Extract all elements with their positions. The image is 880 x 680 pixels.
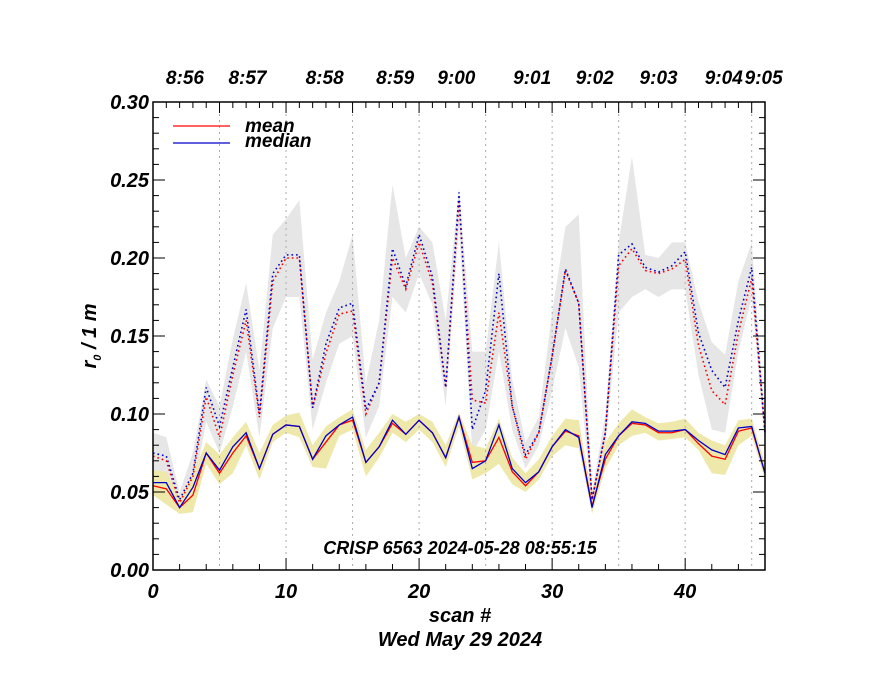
- top-tick-label: 9:04: [705, 68, 743, 89]
- top-tick-label: 8:58: [306, 68, 344, 89]
- legend-label-median: median: [245, 131, 312, 152]
- top-tick-label: 8:56: [166, 68, 204, 89]
- x-tick-label: 0: [147, 581, 158, 603]
- grid-lines: [219, 102, 753, 570]
- axis-ticks: [152, 101, 766, 571]
- tick-labels: 0 10 20 30 40 0.00 0.05 0.10 0.15 0.20 0.25 0.30 8:5…: [110, 68, 783, 603]
- series-lines: [152, 192, 766, 509]
- legend: mean median: [173, 116, 312, 152]
- y-axis-title-rest: / 1 m: [79, 303, 101, 354]
- y-axis-title-sub: 0: [92, 354, 104, 361]
- y-tick-label: 0.00: [110, 560, 149, 582]
- y-tick-label: 0.30: [110, 92, 149, 114]
- band-grey: [153, 156, 765, 508]
- x-axis-subtitle-date: Wed May 29 2024: [378, 629, 542, 651]
- x-axis-title: scan #: [429, 605, 492, 627]
- band-yellow: [153, 409, 765, 514]
- envelope-bands: [153, 156, 765, 514]
- y-tick-label: 0.20: [110, 248, 149, 270]
- top-tick-label: 8:59: [376, 68, 414, 89]
- y-tick-label: 0.25: [110, 170, 150, 192]
- series-line-median-dotted: [152, 192, 766, 502]
- series-line-median-solid: [153, 414, 766, 509]
- top-tick-label: 8:57: [228, 68, 267, 89]
- y-axis-title: r0 / 1 m: [79, 303, 104, 368]
- top-tick-label: 9:01: [513, 68, 551, 89]
- top-tick-label: 9:02: [576, 68, 614, 89]
- x-tick-label: 10: [275, 581, 297, 603]
- annotation-text: CRISP 6563 2024-05-28 08:55:15: [323, 538, 598, 558]
- svg-text:r0 / 1 m: r0 / 1 m: [79, 303, 104, 368]
- y-tick-label: 0.05: [110, 482, 150, 504]
- top-tick-label: 9:03: [640, 68, 678, 89]
- x-tick-label: 40: [673, 581, 696, 603]
- legend-label-mean: mean: [245, 116, 295, 137]
- y-tick-label: 0.15: [110, 326, 150, 348]
- x-tick-label: 20: [407, 581, 430, 603]
- top-tick-label: 9:05: [745, 68, 783, 89]
- x-tick-label: 30: [541, 581, 563, 603]
- y-tick-label: 0.10: [110, 404, 149, 426]
- top-tick-label: 9:00: [437, 68, 475, 89]
- y-axis-title-r: r: [79, 360, 101, 369]
